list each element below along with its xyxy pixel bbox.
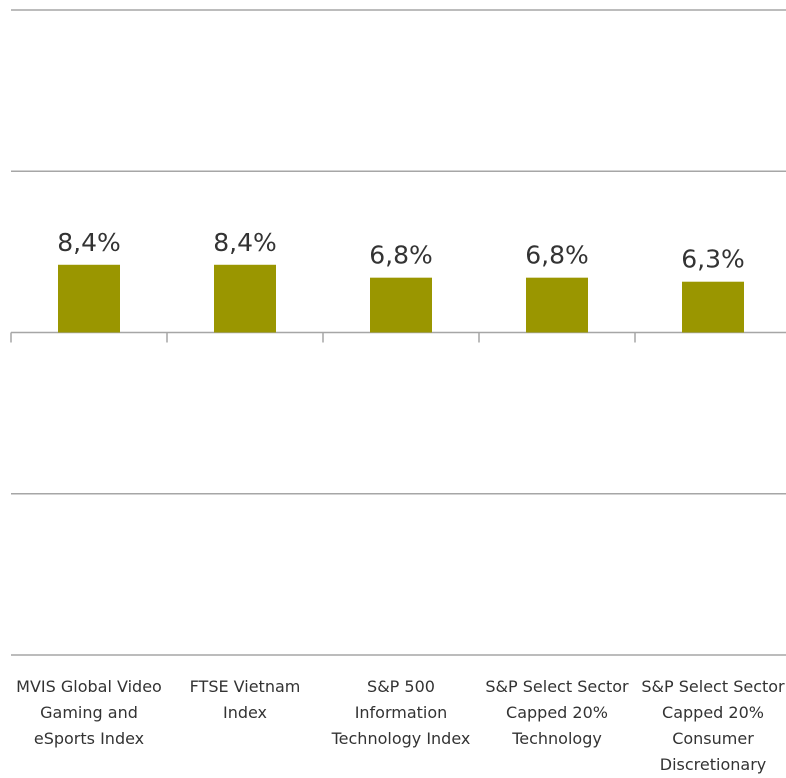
x-tick-label: S&P Select Sector Capped 20% Consumer Di… [641, 677, 785, 774]
value-label: 6,3% [681, 245, 745, 274]
x-tick-label: S&P Select Sector Capped 20% Technology [485, 677, 629, 748]
value-label: 8,4% [57, 228, 121, 257]
x-tick-label: MVIS Global Video Gaming and eSports Ind… [16, 677, 162, 748]
bar [526, 277, 588, 333]
x-tick-label: S&P 500 Information Technology Index [331, 677, 471, 748]
bar [58, 264, 120, 333]
value-label: 6,8% [369, 241, 433, 270]
x-tick-label: FTSE Vietnam Index [189, 677, 301, 722]
bar [214, 264, 276, 333]
bar [682, 281, 744, 333]
bar [370, 277, 432, 333]
value-label: 6,8% [525, 241, 589, 270]
value-label: 8,4% [213, 228, 277, 257]
